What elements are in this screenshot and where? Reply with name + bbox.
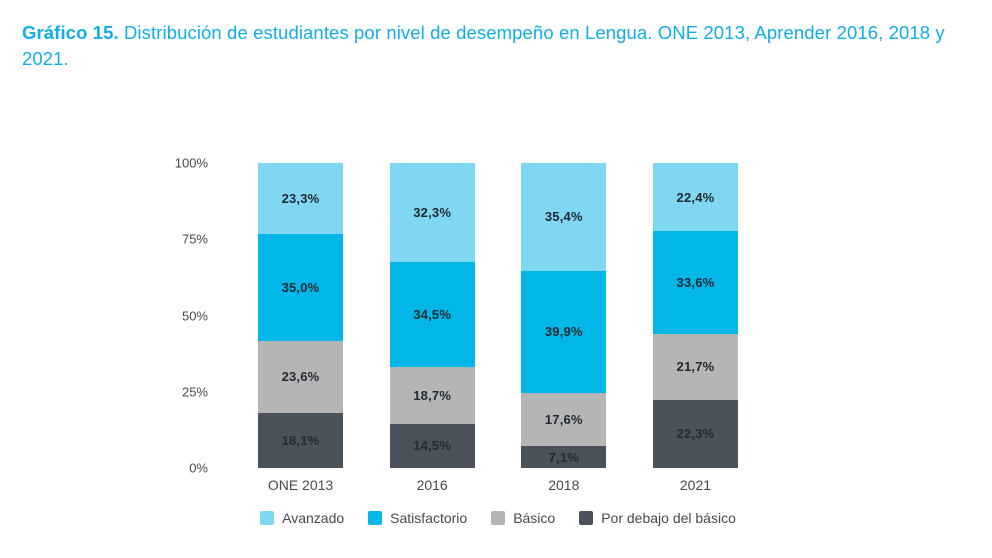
category-label: 2018 bbox=[548, 477, 580, 493]
bar-segment-por-debajo-del-basico: 7,1% bbox=[521, 446, 607, 468]
legend-swatch bbox=[579, 511, 594, 525]
legend-item: Por debajo del básico bbox=[579, 510, 736, 526]
y-axis: 100% 75% 50% 25% 0% bbox=[150, 156, 208, 476]
plot-area: 23,3% 35,0% 23,6% 18,1% ONE 2013 32,3% 34,5% 18… bbox=[258, 163, 738, 493]
category-label: ONE 2013 bbox=[267, 477, 334, 493]
bar-stack: 35,4% 39,9% 17,6% 7,1% bbox=[521, 163, 607, 468]
bar-column: 22,4% 33,6% 21,7% 22,3% 2021 bbox=[652, 163, 738, 493]
segment-value-label: 17,6% bbox=[544, 411, 583, 427]
bar-segment-basico: 21,7% bbox=[652, 333, 738, 400]
segment-value-label: 34,5% bbox=[413, 306, 452, 322]
legend-swatch bbox=[491, 511, 506, 525]
bar-column: 23,3% 35,0% 23,6% 18,1% ONE 2013 bbox=[258, 163, 343, 493]
bar-segment-satisfactorio: 34,5% bbox=[389, 261, 475, 367]
y-axis-tick: 100% bbox=[174, 155, 208, 171]
segment-value-label: 35,0% bbox=[281, 279, 320, 295]
legend: Avanzado Satisfactorio Básico Por debajo de… bbox=[226, 510, 770, 526]
y-axis-tick: 25% bbox=[181, 384, 208, 400]
segment-value-label: 32,3% bbox=[413, 204, 452, 220]
chart-title: Gráfico 15. Distribución de estudiantes … bbox=[22, 20, 970, 73]
bar-segment-satisfactorio: 33,6% bbox=[652, 231, 738, 334]
segment-value-label: 39,9% bbox=[544, 324, 583, 340]
bar-segment-avanzado: 32,3% bbox=[389, 163, 475, 262]
legend-item: Básico bbox=[491, 510, 555, 526]
bar-stack: 32,3% 34,5% 18,7% 14,5% bbox=[389, 163, 475, 468]
legend-swatch bbox=[260, 511, 275, 525]
bar-segment-avanzado: 35,4% bbox=[521, 163, 607, 271]
segment-value-label: 22,4% bbox=[676, 189, 715, 205]
segment-value-label: 23,3% bbox=[281, 191, 320, 207]
segment-value-label: 33,6% bbox=[676, 275, 715, 291]
bar-segment-basico: 17,6% bbox=[521, 392, 607, 447]
bar-segment-avanzado: 22,4% bbox=[652, 163, 738, 232]
bar-stack: 23,3% 35,0% 23,6% 18,1% bbox=[258, 163, 343, 468]
chart-title-number: Gráfico 15. bbox=[22, 22, 119, 43]
category-label: 2016 bbox=[416, 477, 448, 493]
legend-item: Satisfactorio bbox=[368, 510, 467, 526]
bar-segment-basico: 18,7% bbox=[389, 366, 475, 424]
segment-value-label: 7,1% bbox=[548, 449, 580, 465]
legend-swatch bbox=[368, 511, 383, 525]
legend-label: Satisfactorio bbox=[390, 510, 468, 526]
category-label: 2021 bbox=[679, 477, 712, 493]
y-axis-tick: 50% bbox=[181, 308, 208, 323]
segment-value-label: 23,6% bbox=[281, 369, 320, 385]
bar-segment-por-debajo-del-basico: 14,5% bbox=[389, 423, 475, 468]
bar-stack: 22,4% 33,6% 21,7% 22,3% bbox=[652, 163, 738, 468]
y-axis-tick: 0% bbox=[189, 460, 208, 476]
segment-value-label: 18,7% bbox=[413, 387, 452, 403]
bar-segment-por-debajo-del-basico: 18,1% bbox=[258, 412, 343, 468]
bar-segment-satisfactorio: 35,0% bbox=[258, 234, 343, 341]
segment-value-label: 18,1% bbox=[281, 432, 320, 448]
chart-title-text: Distribución de estudiantes por nivel de… bbox=[22, 22, 945, 70]
legend-label: Avanzado bbox=[282, 510, 345, 526]
segment-value-label: 21,7% bbox=[676, 359, 715, 375]
legend-label: Básico bbox=[513, 510, 556, 526]
y-axis-tick: 75% bbox=[181, 231, 208, 247]
segment-value-label: 14,5% bbox=[413, 438, 452, 454]
bar-column: 35,4% 39,9% 17,6% 7,1% 2018 bbox=[521, 163, 607, 493]
bar-segment-por-debajo-del-basico: 22,3% bbox=[652, 399, 738, 468]
bar-segment-avanzado: 23,3% bbox=[258, 163, 343, 235]
bar-segment-basico: 23,6% bbox=[258, 340, 343, 413]
segment-value-label: 22,3% bbox=[676, 426, 715, 442]
bar-column: 32,3% 34,5% 18,7% 14,5% 2016 bbox=[389, 163, 475, 493]
legend-label: Por debajo del básico bbox=[601, 510, 736, 526]
segment-value-label: 35,4% bbox=[544, 209, 583, 225]
bar-segment-satisfactorio: 39,9% bbox=[521, 270, 607, 393]
legend-item: Avanzado bbox=[260, 510, 344, 526]
